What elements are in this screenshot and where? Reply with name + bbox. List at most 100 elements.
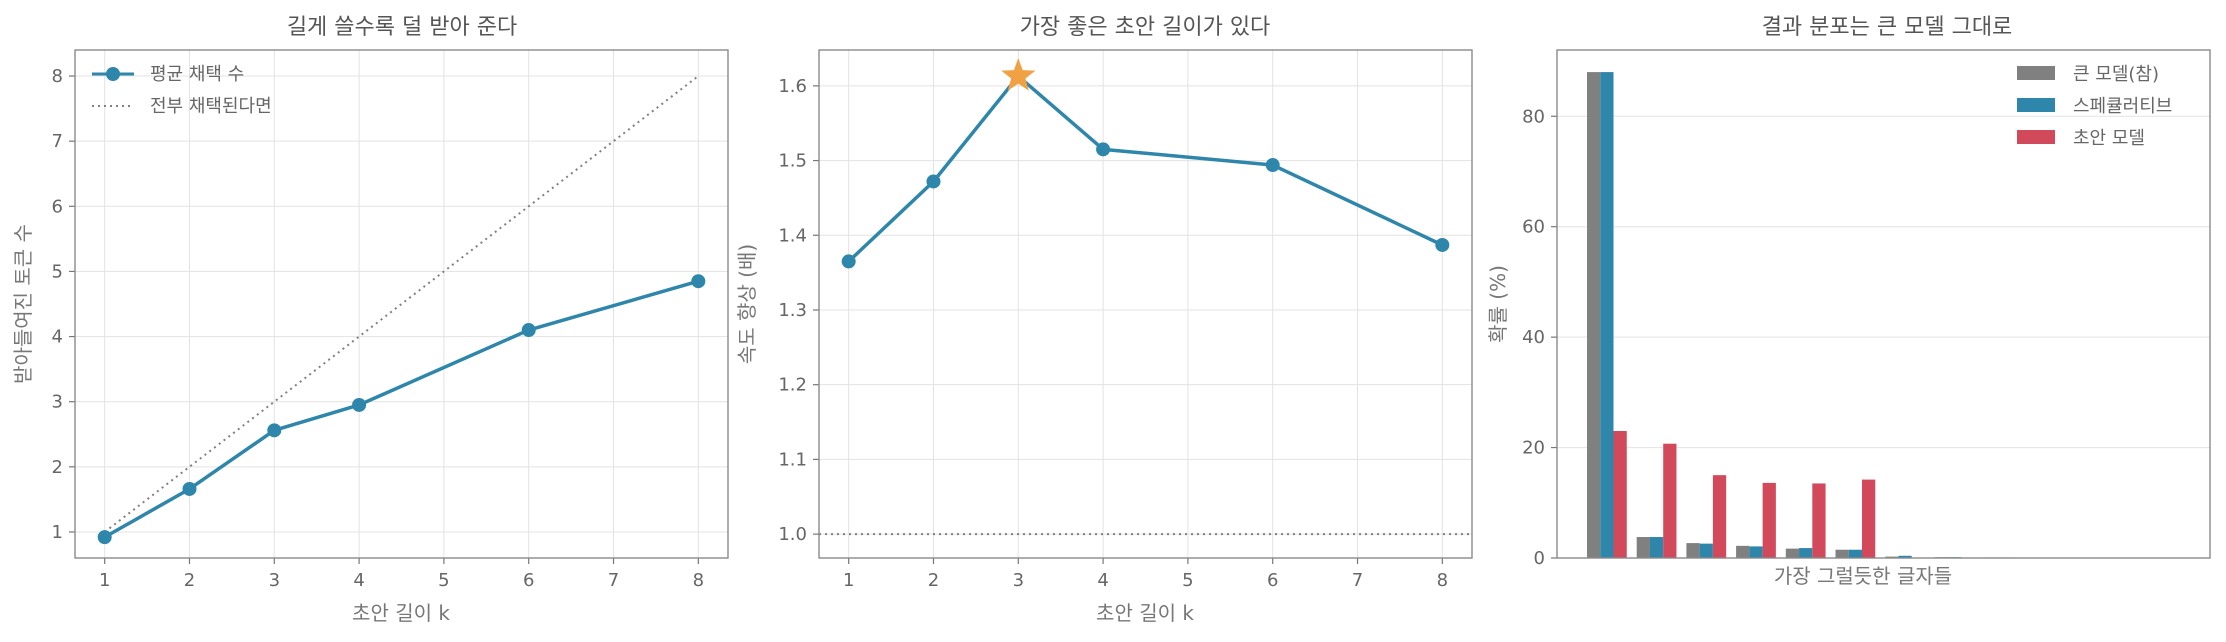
y-tick-label: 7 <box>52 131 63 152</box>
x-tick-label: 1 <box>843 570 854 591</box>
bar-speculative <box>1600 72 1614 558</box>
bar-draft <box>1712 475 1727 558</box>
x-tick-label: 8 <box>693 570 704 591</box>
panel2-ylabel: 속도 향상 (배) <box>735 244 759 364</box>
panel2-xlabel: 초안 길이 k <box>1096 601 1194 625</box>
panel1-ticks: 1 2 3 4 5 6 7 8 1 2 3 4 5 6 7 8 <box>52 66 704 591</box>
speedup-point <box>926 174 941 189</box>
y-tick-label: 1.3 <box>778 300 807 321</box>
panel-speedup: 가장 좋은 초안 길이가 있다 1 2 3 4 5 6 7 81.01.11.21.31.41… <box>735 15 1473 625</box>
panel3-grid <box>1557 115 2210 559</box>
y-tick-label: 1 <box>52 522 63 543</box>
panel2-frame <box>818 49 1473 559</box>
panel-distribution: 결과 분포는 큰 모델 그대로 0 20 40 60 80 가장 그럴듯한 글자들 확률… <box>1486 15 2211 588</box>
x-tick-label: 6 <box>1267 570 1278 591</box>
legend-big-swatch <box>2017 66 2055 80</box>
legend-big-label: 큰 모델(참) <box>2073 64 2159 85</box>
avg-accepted-point <box>521 323 536 338</box>
y-tick-label: 5 <box>52 261 63 282</box>
panel3-xlabel: 가장 그럴듯한 글자들 <box>1774 564 1952 588</box>
panel1-marks <box>97 75 706 545</box>
y-tick-label: 20 <box>1522 438 1545 459</box>
x-tick-label: 1 <box>99 570 110 591</box>
panel3-title: 결과 분포는 큰 모델 그대로 <box>1762 15 2013 40</box>
y-tick-label: 1.5 <box>778 151 807 172</box>
x-tick-label: 7 <box>608 570 619 591</box>
speedup-point <box>1265 158 1280 173</box>
x-tick-label: 6 <box>523 570 534 591</box>
avg-accepted-point <box>97 530 112 545</box>
panel1-legend: 평균 채택 수 전부 채택된다면 <box>92 64 272 117</box>
y-tick-label: 1.6 <box>778 76 807 97</box>
y-tick-label: 8 <box>52 66 63 87</box>
legend-spec-swatch <box>2017 98 2055 112</box>
y-tick-label: 4 <box>52 327 63 348</box>
panel2-marks <box>819 58 1472 536</box>
bar-big-model <box>1835 549 1849 558</box>
panel1-grid <box>75 50 728 558</box>
y-tick-label: 1.0 <box>778 524 807 545</box>
x-tick-label: 3 <box>1013 570 1024 591</box>
bar-big-model <box>1587 72 1601 558</box>
speedup-point <box>1435 237 1450 252</box>
x-tick-label: 2 <box>184 570 195 591</box>
bar-speculative <box>1848 549 1862 558</box>
avg-accepted-point <box>691 274 706 289</box>
bar-draft <box>1812 483 1826 558</box>
bar-speculative <box>1898 555 1912 558</box>
bar-draft <box>1862 479 1876 558</box>
y-tick-label: 2 <box>52 457 63 478</box>
panel1-title: 길게 쓸수록 덜 받아 준다 <box>287 15 517 40</box>
y-tick-label: 6 <box>52 196 63 217</box>
y-tick-label: 0 <box>1534 548 1545 569</box>
bar-speculative <box>1749 546 1763 558</box>
best-length-star <box>1001 58 1036 91</box>
legend-avg-marker <box>106 67 120 81</box>
x-tick-label: 5 <box>1182 570 1193 591</box>
speedup-point <box>1096 142 1111 157</box>
legend-spec-label: 스페큘러티브 <box>2073 96 2172 117</box>
speedup-line <box>847 74 1444 263</box>
panel1-xlabel: 초안 길이 k <box>352 601 450 625</box>
bar-big-model <box>1785 548 1800 558</box>
legend-avg-label: 평균 채택 수 <box>150 64 244 85</box>
avg-accepted-point <box>352 397 367 412</box>
panel3-ylabel: 확률 (%) <box>1486 265 1510 343</box>
bar-draft <box>1663 443 1677 558</box>
x-tick-label: 4 <box>353 570 364 591</box>
avg-accepted-point <box>267 423 282 438</box>
legend-draft-label: 초안 모델 <box>2073 128 2145 149</box>
bar-big-model <box>1636 537 1650 558</box>
y-tick-label: 40 <box>1522 327 1545 348</box>
panel3-frame <box>1556 49 2211 559</box>
y-tick-label: 1.2 <box>778 375 807 396</box>
bar-draft <box>1613 431 1627 558</box>
bar-speculative <box>1799 548 1813 558</box>
avg-accepted-point <box>182 481 197 496</box>
y-tick-label: 3 <box>52 392 63 413</box>
panel3-legend: 큰 모델(참) 스페큘러티브 초안 모델 <box>2017 64 2172 149</box>
x-tick-label: 8 <box>1437 570 1448 591</box>
all-accepted-line <box>104 75 699 533</box>
x-tick-label: 3 <box>269 570 280 591</box>
avg-accepted-line <box>103 279 699 539</box>
legend-draft-swatch <box>2017 130 2055 144</box>
bar-big-model <box>1736 545 1750 558</box>
x-tick-label: 4 <box>1097 570 1108 591</box>
panel2-ticks: 1 2 3 4 5 6 7 8 1.0 1.1 1.2 1.3 1.4 1.5 1.6 <box>778 76 1448 591</box>
y-tick-label: 80 <box>1522 106 1545 127</box>
panel1-frame <box>74 49 729 559</box>
bar-speculative <box>1649 537 1664 558</box>
bar-draft <box>1762 482 1776 558</box>
x-tick-label: 7 <box>1352 570 1363 591</box>
bar-speculative <box>1699 543 1713 558</box>
y-tick-label: 60 <box>1522 217 1545 238</box>
panel2-title: 가장 좋은 초안 길이가 있다 <box>1020 15 1271 40</box>
panel1-ylabel: 받아들여진 토큰 수 <box>11 224 35 384</box>
panel2-grid <box>819 50 1472 558</box>
panel3-ticks: 0 20 40 60 80 <box>1522 106 1557 569</box>
bar-big-model <box>1686 543 1700 558</box>
panel3-marks <box>1587 72 2161 558</box>
legend-all-label: 전부 채택된다면 <box>150 96 272 117</box>
